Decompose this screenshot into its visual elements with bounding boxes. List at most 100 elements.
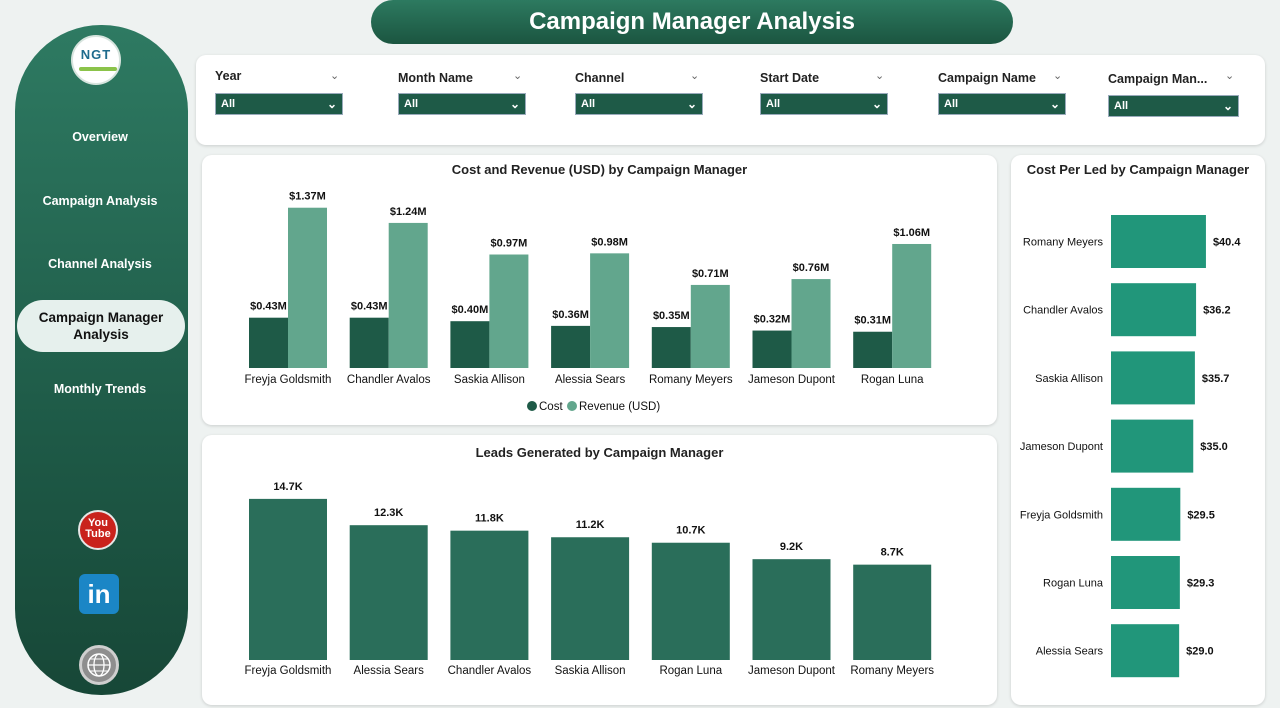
sidebar-item-campaign-analysis[interactable]: Campaign Analysis [42, 194, 158, 208]
chevron-down-icon[interactable]: ⌄ [875, 70, 885, 82]
sidebar-item-campaign-manager-analysis[interactable]: Campaign Manager Analysis [17, 300, 185, 352]
cost-per-lead-bar [1111, 351, 1195, 405]
cost-bar [349, 317, 389, 368]
data-label: $1.06M [893, 227, 930, 239]
select-value: All [404, 98, 419, 110]
data-label: $29.5 [1187, 509, 1215, 521]
data-label: $35.0 [1200, 441, 1228, 453]
leads-bar [249, 498, 327, 660]
leads-bar [551, 537, 630, 660]
category-label: Freyja Goldsmith [245, 665, 332, 677]
category-label: Jameson Dupont [1020, 441, 1103, 453]
sidebar-item-monthly-trends[interactable]: Monthly Trends [53, 382, 147, 396]
chevron-down-icon: ⌄ [1222, 99, 1233, 113]
cost-per-lead-card: Cost Per Led by Campaign Manager Romany … [1011, 155, 1265, 705]
data-label: $36.2 [1203, 305, 1231, 317]
chevron-down-icon[interactable]: ⌄ [1053, 70, 1063, 82]
leads-card: Leads Generated by Campaign Manager 14.7… [202, 435, 997, 705]
campaign-manager-select[interactable]: All ⌄ [1108, 95, 1239, 117]
leads-bar [752, 559, 831, 660]
data-label: $29.3 [1187, 578, 1215, 590]
leads-bar [450, 530, 529, 660]
logo-swoosh [79, 67, 117, 71]
month-name-select[interactable]: All ⌄ [398, 93, 526, 115]
filter-month-name: Month Name ⌄ All ⌄ [398, 69, 526, 115]
data-label: 9.2K [780, 541, 803, 553]
data-label: 11.2K [576, 519, 605, 531]
category-label: Jameson Dupont [748, 374, 836, 386]
leads-bar [349, 525, 428, 660]
sidebar-item-overview[interactable]: Overview [72, 130, 128, 144]
category-label: Freyja Goldsmith [1020, 509, 1103, 521]
legend-marker [527, 401, 537, 411]
linkedin-icon[interactable]: in [79, 574, 119, 614]
filter-campaign-manager: Campaign Man... ⌄ All ⌄ [1108, 69, 1239, 117]
start-date-select[interactable]: All ⌄ [760, 93, 888, 115]
data-label: 11.8K [475, 513, 504, 525]
company-logo: NGT [71, 35, 121, 85]
category-label: Rogan Luna [659, 665, 722, 677]
category-label: Chandler Avalos [448, 665, 532, 677]
data-label: $0.43M [250, 301, 287, 313]
revenue-bar [892, 243, 932, 368]
category-label: Romany Meyers [649, 374, 733, 386]
filter-label: Campaign Name [938, 71, 1036, 85]
data-label: $0.98M [591, 236, 628, 248]
category-label: Romany Meyers [850, 665, 934, 677]
chevron-down-icon[interactable]: ⌄ [1225, 70, 1235, 82]
category-label: Alessia Sears [354, 665, 425, 677]
select-value: All [221, 98, 236, 110]
category-label: Alessia Sears [1036, 646, 1104, 658]
cost-per-lead-chart: Romany Meyers $40.4 Chandler Avalos $36.2 Sa… [1020, 215, 1241, 678]
chevron-down-icon: ⌄ [509, 97, 520, 111]
sidebar-item-channel-analysis[interactable]: Channel Analysis [48, 257, 152, 271]
sidebar-item-label: Campaign Manager Analysis [38, 310, 164, 342]
chevron-down-icon[interactable]: ⌄ [330, 70, 340, 82]
data-label: $0.36M [552, 309, 589, 321]
filter-year: Year ⌄ All ⌄ [215, 69, 343, 115]
category-label: Rogan Luna [1043, 578, 1104, 590]
filter-label: Month Name [398, 71, 473, 85]
revenue-bar [388, 222, 428, 368]
revenue-bar [489, 254, 529, 368]
data-label: $35.7 [1202, 373, 1230, 385]
cost-bar [853, 331, 893, 368]
category-label: Chandler Avalos [1023, 305, 1103, 317]
leads-bar [651, 542, 730, 660]
data-label: $1.37M [289, 191, 326, 203]
revenue-bar [690, 284, 730, 368]
chevron-down-icon: ⌄ [686, 97, 697, 111]
revenue-bar [288, 207, 327, 368]
channel-select[interactable]: All ⌄ [575, 93, 703, 115]
select-value: All [581, 98, 596, 110]
cost-per-lead-bar [1111, 624, 1180, 678]
cost-per-lead-bar [1111, 487, 1181, 541]
chevron-down-icon[interactable]: ⌄ [513, 70, 523, 82]
revenue-bar [590, 253, 630, 368]
data-label: $0.97M [491, 238, 528, 250]
year-select[interactable]: All ⌄ [215, 93, 343, 115]
data-label: $0.32M [754, 314, 791, 326]
legend-label: Revenue (USD) [579, 401, 660, 413]
page-title: Campaign Manager Analysis [371, 0, 1013, 44]
youtube-icon[interactable]: You Tube [78, 510, 118, 550]
category-label: Jameson Dupont [748, 665, 836, 677]
category-label: Saskia Allison [1035, 373, 1103, 385]
filter-label: Channel [575, 71, 625, 85]
revenue-bar [791, 279, 831, 368]
data-label: $1.24M [390, 206, 427, 218]
cost-per-lead-bar [1111, 419, 1194, 473]
cost-per-lead-bar [1111, 556, 1180, 609]
category-label: Alessia Sears [555, 374, 626, 386]
chevron-down-icon: ⌄ [1049, 97, 1060, 111]
campaign-name-select[interactable]: All ⌄ [938, 93, 1066, 115]
data-label: $0.76M [793, 262, 830, 274]
website-globe-icon[interactable] [79, 645, 119, 685]
category-label: Chandler Avalos [347, 374, 431, 386]
chevron-down-icon[interactable]: ⌄ [690, 70, 700, 82]
data-label: 10.7K [676, 525, 705, 537]
legend-marker [567, 401, 577, 411]
cost-bar [450, 321, 490, 368]
data-label: 14.7K [273, 481, 302, 493]
cost-per-lead-bar [1111, 283, 1197, 337]
